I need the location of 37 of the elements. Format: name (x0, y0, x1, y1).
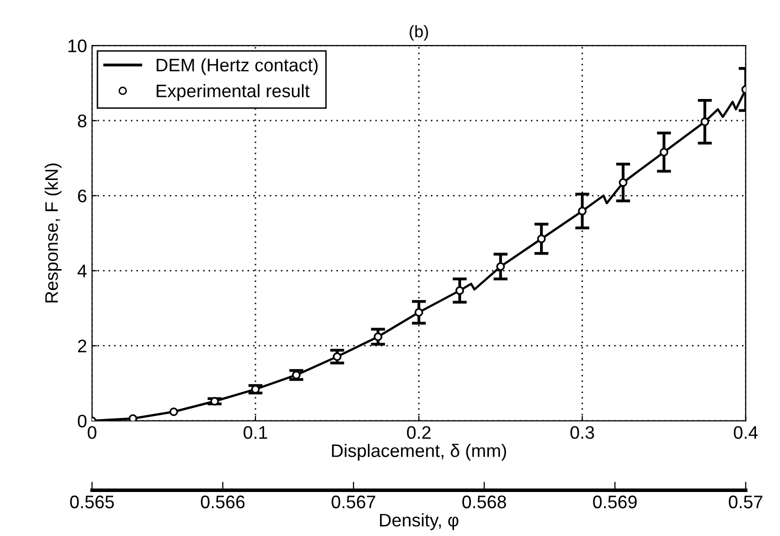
x2-tick-label: 0.568 (462, 496, 506, 508)
y-tick-label: 2 (78, 340, 86, 352)
x-axis-title: Displacement, δ (mm) (332, 444, 506, 461)
point (169, 407, 178, 416)
point (292, 370, 301, 380)
x-tick-label: 0.4 (734, 426, 758, 439)
point (414, 308, 424, 317)
point (374, 332, 382, 342)
point (210, 396, 219, 406)
legend-label: Experimental result (156, 84, 310, 101)
y-tick-label: 10 (68, 39, 86, 52)
point (455, 286, 464, 295)
point (128, 414, 138, 421)
x2-tick-label: 0.57 (728, 496, 762, 508)
legend-label: DEM (Hertz contact) (156, 58, 318, 76)
x2-tick-label: 0.565 (70, 496, 114, 508)
y-axis-title: Response, F (kN) (44, 164, 62, 302)
y-tick-label: 4 (78, 264, 87, 278)
point (618, 178, 628, 187)
x-tick-label: 0.1 (244, 426, 268, 439)
point (578, 206, 587, 216)
point (700, 117, 710, 126)
point (496, 262, 505, 271)
point (660, 148, 668, 156)
x2-tick-label: 0.567 (332, 496, 376, 508)
point (332, 352, 342, 361)
x2-tick-label: 0.569 (593, 496, 637, 508)
point (537, 234, 546, 244)
x2-tick-label: 0.566 (200, 496, 245, 508)
x-tick-label: 0 (88, 426, 96, 439)
y-tick-label: 8 (78, 114, 86, 128)
x-tick-label: 0.2 (407, 426, 431, 439)
x2-axis-title: Density, φ (380, 513, 458, 530)
y-tick-label: 0 (78, 414, 86, 428)
x-tick-label: 0.3 (570, 426, 594, 439)
chart-title: (b) (410, 25, 428, 41)
y-tick-label: 6 (78, 190, 86, 202)
